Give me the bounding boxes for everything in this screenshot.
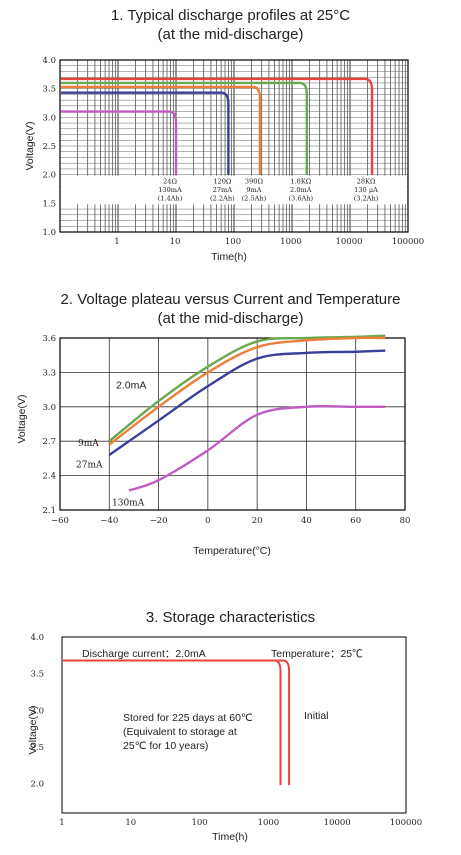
x-tick-label: 20 bbox=[252, 516, 263, 526]
curve-note-2: 27mA bbox=[213, 186, 233, 194]
series-label-9mA: 9mA bbox=[78, 439, 99, 449]
curve-note-4: (3.6Ah) bbox=[288, 195, 313, 203]
discharge-curve-1 bbox=[61, 110, 178, 175]
plot-area-frame bbox=[61, 636, 407, 814]
discharge-curve-4 bbox=[61, 81, 309, 175]
curve-note-1: (1.4Ah) bbox=[158, 195, 183, 203]
annotation-stored-line1: Stored for 225 days at 60℃ bbox=[123, 712, 253, 724]
y-tick-label: 2.0 bbox=[30, 780, 44, 790]
x-tick-label: 100000 bbox=[390, 818, 422, 828]
curve-note-3: 9mA bbox=[246, 186, 261, 194]
chart1-discharge-profiles: 1.0 1.5 2.0 2.5 3.0 3.5 4.0 1 10 100 1000 10000 1000… bbox=[24, 56, 424, 263]
y-axis-label: Voltage(V) bbox=[27, 705, 39, 754]
temperature-curve-2 bbox=[108, 336, 386, 446]
x-tick-label: −20 bbox=[150, 516, 168, 526]
chart3-storage-characteristics: 2.0 2.5 3.0 3.5 4.0 1 10 100 1000 10000 100000 Time… bbox=[27, 633, 422, 843]
temperature-curve-4 bbox=[128, 405, 386, 492]
annotation-stored-line2: (Equivalent to storage at bbox=[123, 726, 237, 738]
storage-curve-2 bbox=[63, 659, 291, 786]
x-axis-label: Time(h) bbox=[211, 251, 247, 263]
x-tick-label: 100 bbox=[225, 237, 241, 247]
plot-area-frame bbox=[59, 59, 409, 233]
y-axis-label: Voltage(V) bbox=[16, 394, 28, 443]
chart1-title: 1. Typical discharge profiles at 25°C bbox=[110, 7, 351, 24]
x-axis-label: Time(h) bbox=[212, 831, 248, 843]
x-axis-label: Temperature(°C) bbox=[193, 545, 271, 557]
curve-note-3: 390Ω bbox=[245, 178, 264, 186]
x-tick-label: 100 bbox=[191, 818, 207, 828]
curve-note-5: 28KΩ bbox=[357, 178, 376, 186]
curve-note-2: (2.2Ah) bbox=[210, 195, 235, 203]
y-tick-label: 3.0 bbox=[42, 403, 56, 413]
y-tick-label: 2.5 bbox=[30, 743, 44, 753]
chart1-subtitle: (at the mid-discharge) bbox=[157, 26, 304, 43]
y-tick-label: 2.4 bbox=[42, 472, 56, 482]
discharge-curve-2 bbox=[61, 91, 230, 175]
y-tick-label: 2.5 bbox=[42, 142, 56, 152]
x-tick-label: 40 bbox=[301, 516, 312, 526]
annotation-stored-line3: 25℃ for 10 years) bbox=[123, 740, 208, 752]
y-tick-label: 3.0 bbox=[42, 113, 56, 123]
annotation-band bbox=[61, 175, 407, 205]
chart1-title-block: 1. Typical discharge profiles at 25°C (a… bbox=[0, 6, 461, 44]
discharge-curve-3 bbox=[61, 85, 262, 175]
x-tick-label: 1 bbox=[114, 237, 119, 247]
curve-note-5: 130 μA bbox=[354, 186, 378, 194]
plot-area-frame bbox=[59, 337, 406, 511]
x-tick-label: 100000 bbox=[392, 237, 424, 247]
chart3-title-block: 3. Storage characteristics bbox=[0, 608, 461, 627]
curve-note-3: (2.5Ah) bbox=[242, 195, 267, 203]
y-tick-label: 4.0 bbox=[42, 56, 56, 66]
y-tick-label: 3.0 bbox=[30, 706, 44, 716]
chart2-title-block: 2. Voltage plateau versus Current and Te… bbox=[0, 290, 461, 328]
x-tick-label: 1000 bbox=[280, 237, 302, 247]
annotation-initial: Initial bbox=[304, 710, 329, 722]
x-tick-label: 1 bbox=[59, 818, 64, 828]
y-tick-label: 3.5 bbox=[30, 670, 44, 680]
x-tick-label: 10 bbox=[170, 237, 181, 247]
x-tick-label: 1000 bbox=[258, 818, 280, 828]
x-tick-label: 80 bbox=[400, 516, 411, 526]
series-label-130mA: 130mA bbox=[112, 498, 145, 508]
y-tick-label: 3.3 bbox=[42, 368, 56, 378]
y-axis-label: Voltage(V) bbox=[24, 121, 36, 170]
x-tick-label: 60 bbox=[350, 516, 361, 526]
y-tick-label: 4.0 bbox=[30, 633, 44, 643]
chart2-voltage-plateau: 2.1 2.4 2.7 3.0 3.3 3.6 −60 −40 −20 0 20 40 60 80 Temp… bbox=[16, 334, 411, 557]
y-tick-label: 2.7 bbox=[42, 437, 56, 447]
annotation-discharge-current: Discharge current：2.0mA bbox=[82, 648, 206, 660]
temperature-curve-3 bbox=[108, 349, 386, 456]
chart3-title: 3. Storage characteristics bbox=[145, 609, 316, 626]
discharge-curve-5 bbox=[61, 77, 374, 175]
y-tick-label: 1.0 bbox=[42, 228, 56, 238]
curve-note-1: 24Ω bbox=[163, 178, 177, 186]
curve-note-2: 120Ω bbox=[213, 178, 232, 186]
chart2-subtitle: (at the mid-discharge) bbox=[157, 310, 304, 327]
y-tick-label: 2.1 bbox=[42, 506, 56, 516]
series-label-27mA: 27mA bbox=[76, 461, 103, 471]
curve-note-4: 2.0mA bbox=[290, 186, 312, 194]
x-tick-label: 0 bbox=[205, 516, 210, 526]
curve-note-1: 130mA bbox=[158, 186, 182, 194]
x-tick-label: −60 bbox=[51, 516, 69, 526]
chart2-title: 2. Voltage plateau versus Current and Te… bbox=[60, 291, 401, 308]
x-tick-label: 10 bbox=[125, 818, 136, 828]
curve-note-5: (3.2Ah) bbox=[354, 195, 379, 203]
y-tick-label: 3.5 bbox=[42, 85, 56, 95]
x-tick-label: −40 bbox=[100, 516, 118, 526]
series-label-2mA: 2.0mA bbox=[116, 379, 146, 391]
x-tick-label: 10000 bbox=[324, 818, 351, 828]
curve-note-4: 1.8KΩ bbox=[290, 178, 311, 186]
annotation-temperature: Temperature：25℃ bbox=[271, 648, 363, 660]
y-tick-label: 1.5 bbox=[42, 199, 56, 209]
y-tick-label: 2.0 bbox=[42, 171, 56, 181]
y-tick-label: 3.6 bbox=[42, 334, 56, 344]
x-tick-label: 10000 bbox=[335, 237, 362, 247]
